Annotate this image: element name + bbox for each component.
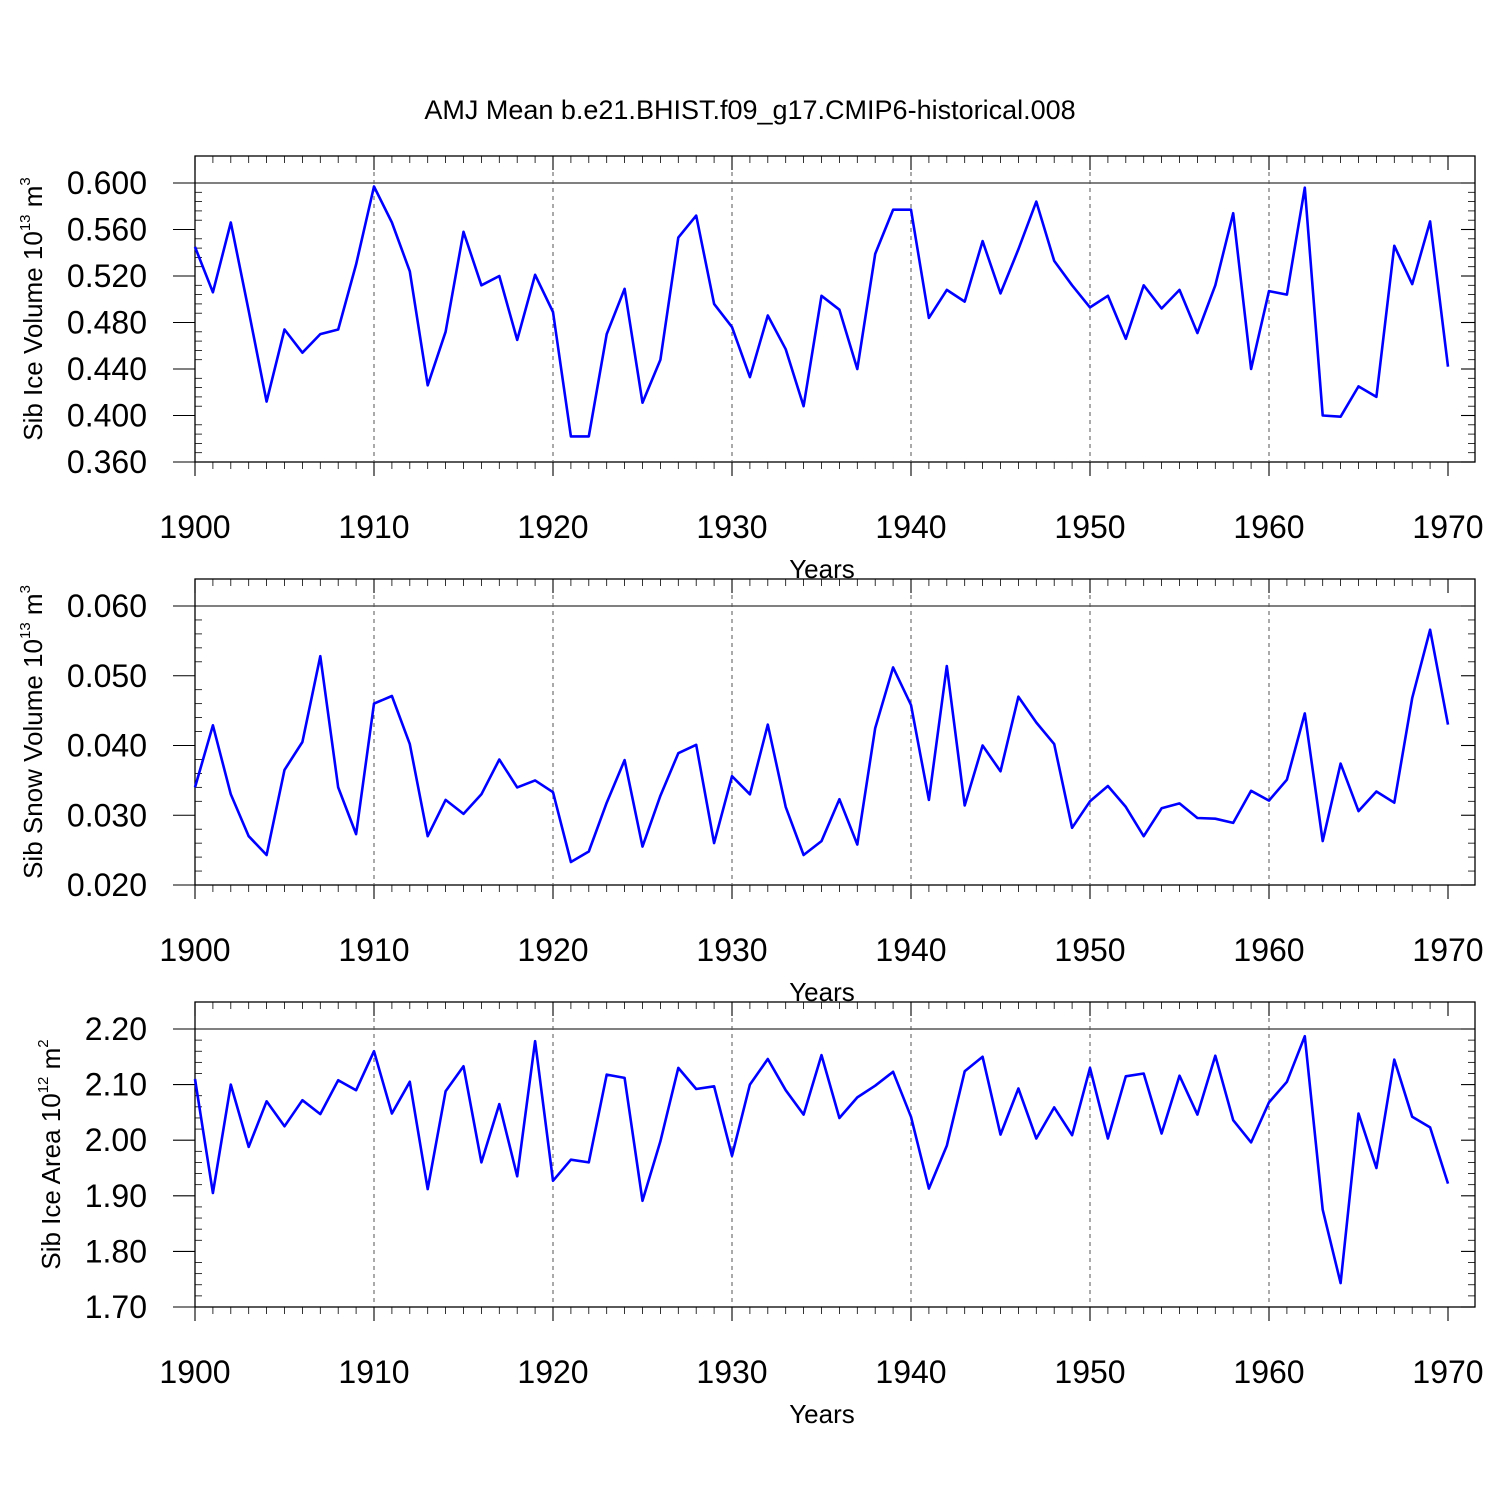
series-line: [193, 628, 1450, 864]
chart-panels: 1900 1910 1920 1930 1940 1950 1960 1970 0.360 0.4…: [17, 155, 1484, 1429]
x-tick-label: 1960: [1233, 1354, 1304, 1390]
x-tick-label: 1920: [517, 1354, 588, 1390]
y-tick-label: 0.600: [67, 165, 147, 201]
y-axis-title-exp: 13: [17, 214, 34, 231]
y-tick-label: 0.020: [67, 867, 147, 903]
x-tick-label: 1900: [159, 932, 230, 968]
plot-frame: [194, 1001, 1476, 1308]
y-axis-title-exp: 12: [35, 1077, 52, 1094]
x-tick-label: 1970: [1412, 932, 1483, 968]
x-tick-label: 1910: [338, 932, 409, 968]
y-axis-title: Sib Ice Volume 1013 m3: [17, 177, 48, 441]
y-axis-title-base: Sib Ice Volume 10: [18, 231, 48, 441]
x-tick-label: 1910: [338, 509, 409, 545]
y-axis-title-unit: m: [36, 1048, 66, 1077]
y-tick-label: 0.040: [67, 728, 147, 764]
panel-ice-volume: 1900 1910 1920 1930 1940 1950 1960 1970 0.360 0.4…: [17, 155, 1484, 584]
x-tick-label: 1910: [338, 1354, 409, 1390]
x-axis-title: Years: [789, 1399, 855, 1429]
x-tick-label: 1940: [875, 932, 946, 968]
figure-title: AMJ Mean b.e21.BHIST.f09_g17.CMIP6-histo…: [424, 95, 1075, 125]
x-tick-label: 1940: [875, 1354, 946, 1390]
y-axis-title-base: Sib Snow Volume 10: [18, 639, 48, 879]
x-tick-label: 1900: [159, 1354, 230, 1390]
series-line: [193, 1034, 1450, 1285]
x-tick-label: 1940: [875, 509, 946, 545]
x-tick-label: 1970: [1412, 1354, 1483, 1390]
y-tick-label: 0.520: [67, 258, 147, 294]
y-tick-label: 2.10: [85, 1067, 147, 1103]
y-tick-label: 0.060: [67, 588, 147, 624]
y-axis-title-unit-exp: 3: [17, 585, 34, 593]
x-tick-label: 1930: [696, 509, 767, 545]
y-axis-title: Sib Ice Area 1012 m2: [35, 1039, 66, 1269]
x-tick-label: 1900: [159, 509, 230, 545]
y-axis-title-base: Sib Ice Area 10: [36, 1093, 66, 1269]
y-tick-label: 1.90: [85, 1178, 147, 1214]
y-tick-label: 0.400: [67, 398, 147, 434]
y-tick-label: 0.030: [67, 797, 147, 833]
y-tick-label: 1.70: [85, 1289, 147, 1325]
plot-frame: [194, 578, 1476, 886]
y-tick-label: 0.050: [67, 658, 147, 694]
y-tick-label: 1.80: [85, 1233, 147, 1269]
x-tick-label: 1930: [696, 1354, 767, 1390]
y-axis-title-unit-exp: 2: [35, 1039, 52, 1047]
x-tick-label: 1950: [1054, 1354, 1125, 1390]
x-tick-label: 1950: [1054, 932, 1125, 968]
y-axis-title-exp: 13: [17, 622, 34, 639]
y-tick-label: 0.440: [67, 351, 147, 387]
y-axis-title-unit-exp: 3: [17, 177, 34, 185]
series-line: [193, 185, 1450, 438]
x-tick-label: 1930: [696, 932, 767, 968]
y-tick-label: 0.480: [67, 305, 147, 341]
plot-frame: [194, 155, 1476, 463]
y-tick-label: 0.360: [67, 444, 147, 480]
x-tick-label: 1960: [1233, 932, 1304, 968]
y-tick-label: 0.560: [67, 212, 147, 248]
x-tick-label: 1920: [517, 509, 588, 545]
y-axis-title: Sib Snow Volume 1013 m3: [17, 585, 48, 879]
y-tick-label: 2.20: [85, 1011, 147, 1047]
y-tick-label: 2.00: [85, 1122, 147, 1158]
x-tick-label: 1970: [1412, 509, 1483, 545]
panel-ice-area: 1900 1910 1920 1930 1940 1950 1960 1970 1.70 1.80…: [35, 1001, 1484, 1429]
x-tick-label: 1960: [1233, 509, 1304, 545]
y-axis-title-unit: m: [18, 186, 48, 215]
y-axis-title-unit: m: [18, 593, 48, 622]
panel-snow-volume: 1900 1910 1920 1930 1940 1950 1960 1970 0.020 0.0…: [17, 578, 1484, 1007]
x-tick-label: 1920: [517, 932, 588, 968]
x-tick-label: 1950: [1054, 509, 1125, 545]
